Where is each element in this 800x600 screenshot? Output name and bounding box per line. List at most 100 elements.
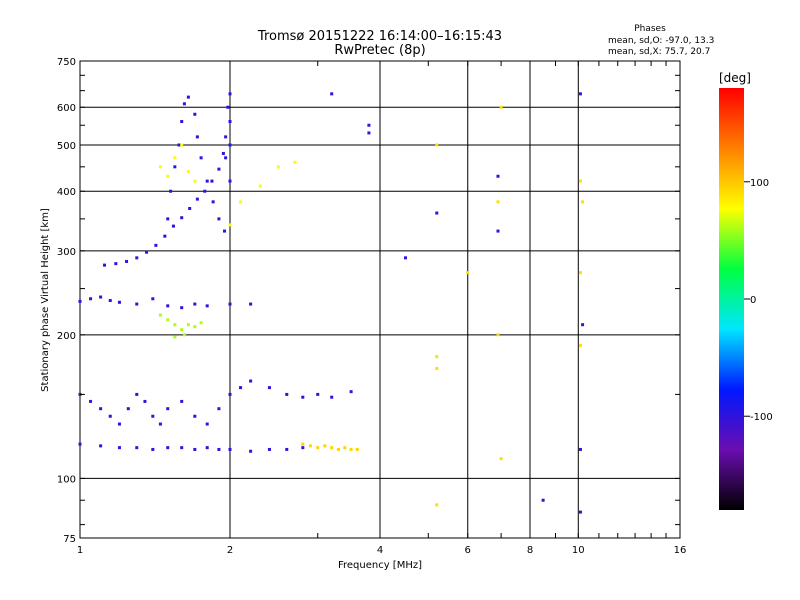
data-point [114,262,118,266]
data-point [205,422,209,426]
data-point [276,165,280,169]
data-point [199,156,203,160]
data-point [166,446,170,450]
data-point [193,325,197,329]
chart-title: Tromsø 20151222 16:14:00–16:15:43 [257,29,502,44]
data-point [330,92,334,96]
data-point [435,503,439,507]
data-point [135,256,139,260]
data-point [349,390,353,394]
data-point [117,422,121,426]
data-point [199,321,203,325]
x-axis-ticks: 1 2 4 6 8 10 16 [77,61,687,556]
data-point [193,179,197,183]
data-point [180,306,184,310]
data-point [205,304,209,308]
data-point [578,179,582,183]
data-point [186,95,190,99]
data-point [316,392,320,396]
data-point [103,263,107,267]
data-point [177,143,181,147]
data-point [158,165,162,169]
y-tick-label: 750 [57,57,76,68]
y-axis-label: Stationary phase Virtual Height [km] [40,208,51,392]
data-point [151,297,155,301]
data-point [180,446,184,450]
data-point [193,112,197,116]
data-point [223,229,227,233]
data-point [496,333,500,337]
data-point [301,395,305,399]
data-point [169,189,173,193]
data-point [435,366,439,370]
colorbar-tick-label: -100 [750,412,773,423]
x-tick-label: 1 [77,545,83,556]
data-point [330,446,334,450]
data-point [285,392,289,396]
data-point [182,102,186,106]
colorbar-ticks: 100 0 -100 [744,178,773,423]
data-point [249,449,253,453]
colorbar-label: [deg] [719,71,751,85]
x-tick-label: 2 [227,545,233,556]
x-tick-label: 16 [674,545,687,556]
data-point [195,197,199,201]
phase-stats-x: mean, sd,X: 75.7, 20.7 [608,47,710,57]
data-point [171,224,175,228]
data-point [193,302,197,306]
data-point [221,151,225,155]
data-point [330,395,334,399]
data-point [224,135,228,139]
data-point [180,399,184,403]
data-point [343,446,347,450]
data-point [180,216,184,220]
data-point [323,444,327,448]
data-point [99,407,103,411]
data-point [217,407,221,411]
data-point [173,323,177,327]
data-point [173,335,177,339]
data-point [581,200,585,204]
data-point [126,407,130,411]
y-tick-label: 200 [57,331,76,342]
data-point [228,447,232,451]
data-point [211,200,215,204]
data-point [205,179,209,183]
data-point [186,323,190,327]
data-point [285,447,289,451]
data-point [108,414,112,418]
colorbar-tick-label: 100 [750,178,769,189]
data-point [349,447,353,451]
y-tick-label: 600 [57,103,76,114]
data-point [163,234,167,238]
y-axis-ticks: 75 100 200 300 400 500 600 750 [57,57,680,545]
data-point [78,442,82,446]
data-point [367,131,371,135]
data-point [228,179,232,183]
data-point [228,92,232,96]
data-point [435,355,439,359]
data-point [203,189,207,193]
data-point [135,302,139,306]
data-point [117,446,121,450]
data-point [166,217,170,221]
data-point [581,323,585,327]
x-tick-label: 8 [527,545,533,556]
data-point [301,446,305,450]
data-point [224,156,228,160]
data-point [188,206,192,210]
data-point [217,447,221,451]
data-point [228,143,232,147]
data-point [267,447,271,451]
y-tick-label: 75 [63,534,76,545]
colorbar-tick-label: 0 [750,295,756,306]
colorbar [719,88,744,510]
data-point [210,179,214,183]
data-point [578,271,582,275]
data-point [578,92,582,96]
data-point [249,302,253,306]
x-tick-label: 10 [572,545,585,556]
data-point [145,250,149,254]
data-point [166,174,170,178]
